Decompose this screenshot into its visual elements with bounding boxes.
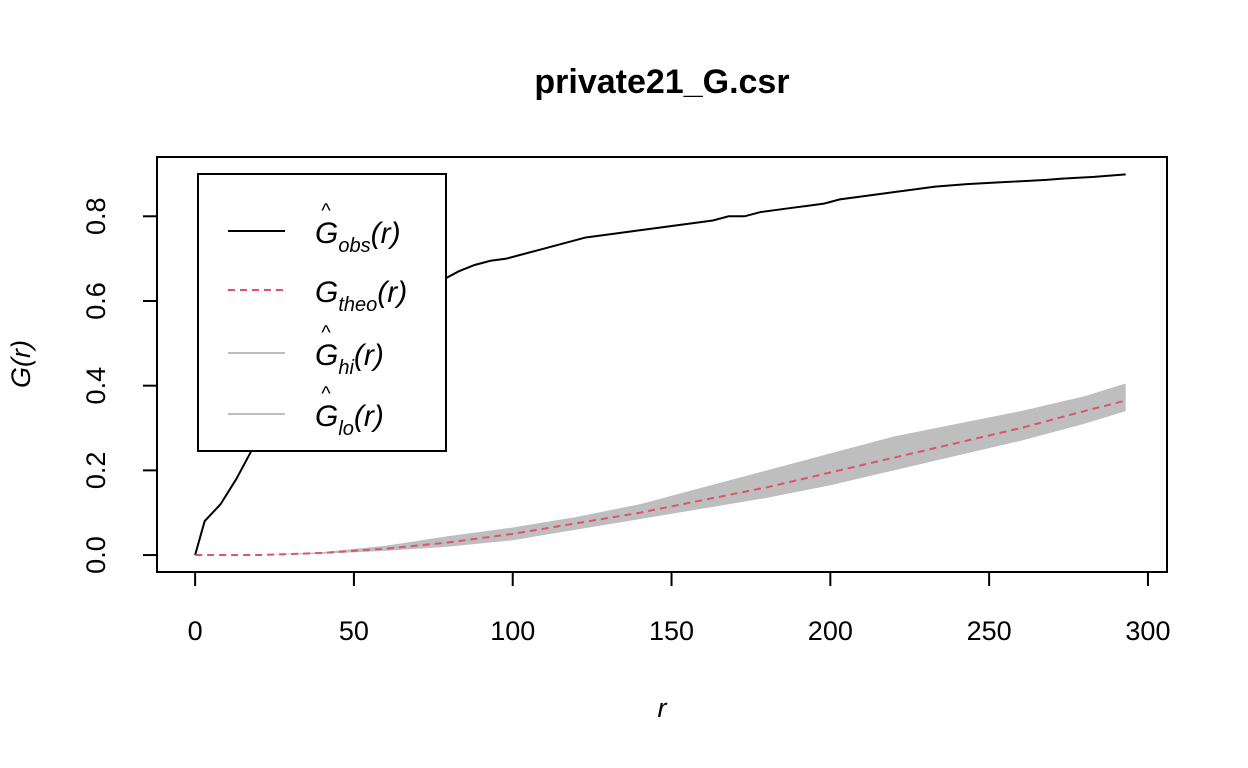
y-tick-label: 0.8 xyxy=(81,198,111,236)
legend-label-lo: Glo(r) xyxy=(315,400,384,440)
x-tick-label: 0 xyxy=(188,616,203,646)
y-tick-label: 0.2 xyxy=(81,452,111,490)
series-line-theo xyxy=(195,399,1126,557)
legend-hat-hi: ^ xyxy=(321,322,331,344)
legend-label-hi: Ghi(r) xyxy=(315,339,384,379)
y-tick-label: 0.6 xyxy=(81,282,111,320)
legend-label-theo: Gtheo(r) xyxy=(315,276,407,316)
x-tick-label: 250 xyxy=(967,616,1012,646)
y-axis-label: G(r) xyxy=(6,340,36,388)
y-tick-label: 0.4 xyxy=(81,367,111,405)
x-tick-label: 200 xyxy=(808,616,853,646)
x-tick-label: 100 xyxy=(490,616,535,646)
x-tick-label: 150 xyxy=(649,616,694,646)
legend-box xyxy=(197,173,447,452)
plot-frame xyxy=(156,156,1168,573)
x-tick-label: 300 xyxy=(1125,616,1170,646)
y-axis: 0.0 0.2 0.4 0.6 0.8 xyxy=(81,198,157,574)
legend: Gobs(r)^Gtheo(r)Ghi(r)^Glo(r)^ xyxy=(197,173,447,452)
x-axis-label: r xyxy=(658,693,668,723)
x-tick-label: 50 xyxy=(339,616,369,646)
legend-hat-lo: ^ xyxy=(321,383,331,405)
chart-title: private21_G.csr xyxy=(534,63,789,101)
legend-hat-obs: ^ xyxy=(321,200,331,222)
y-tick-label: 0.0 xyxy=(81,536,111,574)
legend-label-obs: Gobs(r) xyxy=(315,217,401,257)
x-axis: 0 50 100 150 200 250 300 xyxy=(188,572,1170,646)
